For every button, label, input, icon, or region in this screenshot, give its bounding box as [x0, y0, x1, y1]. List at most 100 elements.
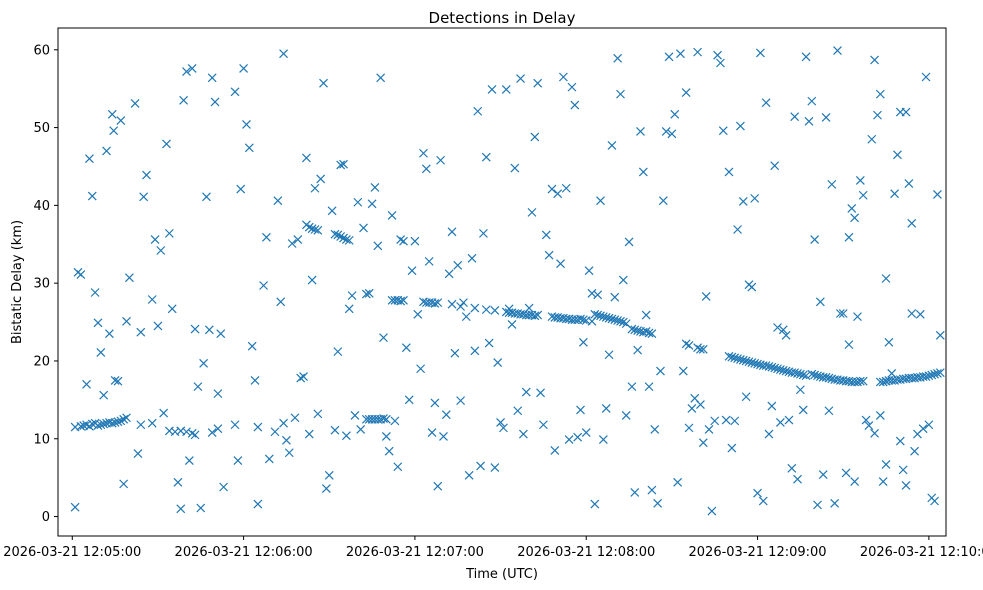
data-point-marker: [413, 309, 423, 319]
data-point-marker: [861, 415, 871, 425]
data-point-marker: [830, 498, 840, 508]
data-point-marker: [750, 193, 760, 203]
data-point-marker: [838, 309, 848, 318]
data-point-marker: [518, 429, 528, 439]
data-point-marker: [290, 413, 300, 423]
data-point-marker: [598, 435, 608, 444]
data-point-marker: [187, 64, 197, 73]
data-point-marker: [93, 421, 103, 430]
data-point-marker: [544, 250, 554, 260]
data-point-marker: [561, 183, 571, 193]
data-point-marker: [416, 364, 426, 374]
data-point-marker: [673, 477, 683, 487]
data-point-marker: [373, 241, 383, 251]
data-point-marker: [664, 52, 674, 62]
data-point-marker: [807, 369, 817, 379]
data-point-marker: [279, 418, 288, 428]
data-point-marker: [516, 74, 525, 83]
data-point-marker: [396, 296, 406, 306]
data-point-marker: [893, 150, 902, 160]
data-point-marker: [247, 341, 257, 351]
data-point-marker: [636, 127, 645, 136]
y-tick-label: 60: [33, 43, 50, 58]
data-point-marker: [764, 361, 774, 371]
data-point-marker: [190, 430, 200, 440]
data-point-marker: [379, 414, 388, 423]
data-point-marker: [815, 297, 825, 307]
data-point-marker: [844, 232, 854, 242]
data-point-marker: [499, 423, 508, 433]
data-point-marker: [755, 48, 765, 58]
data-point-marker: [627, 324, 637, 334]
data-point-marker: [630, 488, 640, 497]
data-point-marker: [399, 295, 408, 305]
data-point-marker: [139, 192, 149, 202]
data-point-marker: [656, 366, 665, 376]
data-point-marker: [853, 312, 862, 322]
data-point-marker: [276, 297, 286, 307]
data-point-marker: [310, 225, 320, 234]
data-point-marker: [93, 318, 103, 328]
data-point-marker: [444, 269, 454, 279]
data-point-marker: [570, 100, 580, 110]
data-point-marker: [153, 321, 163, 331]
data-point-marker: [341, 431, 351, 441]
data-point-marker: [122, 413, 131, 423]
data-point-marker: [207, 73, 217, 83]
data-point-marker: [824, 406, 834, 416]
data-point-marker: [430, 398, 440, 408]
data-point-marker: [299, 372, 308, 381]
data-point-marker: [113, 376, 123, 386]
data-point-marker: [773, 323, 782, 332]
data-point-marker: [875, 89, 885, 99]
data-point-marker: [450, 348, 460, 358]
data-point-marker: [210, 97, 220, 107]
data-point-marker: [875, 410, 885, 420]
data-point-marker: [216, 329, 226, 339]
data-point-marker: [99, 390, 109, 400]
data-point-marker: [590, 499, 600, 509]
x-tick-label: 2026-03-21 12:10:00: [860, 545, 983, 560]
data-point-marker: [96, 420, 106, 430]
data-point-marker: [202, 192, 211, 202]
data-point-marker: [630, 325, 640, 335]
data-point-marker: [687, 403, 697, 413]
data-point-marker: [927, 370, 937, 380]
data-points: [70, 46, 945, 516]
data-point-marker: [704, 424, 714, 434]
data-point-marker: [693, 343, 703, 353]
data-point-marker: [327, 206, 337, 216]
data-point-marker: [441, 410, 451, 420]
data-point-marker: [584, 266, 594, 276]
data-point-marker: [933, 368, 942, 378]
data-point-marker: [84, 154, 94, 164]
data-point-marker: [727, 443, 737, 453]
y-tick-label: 30: [33, 277, 50, 292]
data-point-marker: [767, 362, 777, 372]
data-point-marker: [199, 358, 209, 368]
data-point-marker: [239, 64, 249, 73]
data-point-marker: [684, 340, 694, 350]
data-point-marker: [698, 438, 708, 448]
data-point-marker: [279, 49, 288, 59]
data-point-marker: [344, 304, 354, 314]
data-point-marker: [924, 420, 934, 430]
data-point-marker: [735, 354, 745, 364]
data-point-marker: [604, 350, 614, 360]
data-point-marker: [638, 167, 648, 177]
data-point-marker: [313, 225, 323, 235]
data-point-marker: [527, 207, 537, 217]
data-point-marker: [136, 327, 146, 337]
data-point-marker: [116, 116, 126, 126]
data-point-marker: [804, 116, 814, 126]
data-point-marker: [350, 410, 360, 420]
data-point-marker: [678, 366, 688, 376]
data-point-marker: [107, 109, 117, 119]
data-point-marker: [578, 337, 588, 347]
data-point-marker: [641, 310, 651, 320]
data-point-marker: [895, 107, 905, 117]
data-point-marker: [493, 358, 503, 367]
data-point-marker: [650, 424, 660, 434]
data-point-marker: [130, 99, 140, 108]
data-point-marker: [601, 403, 611, 413]
